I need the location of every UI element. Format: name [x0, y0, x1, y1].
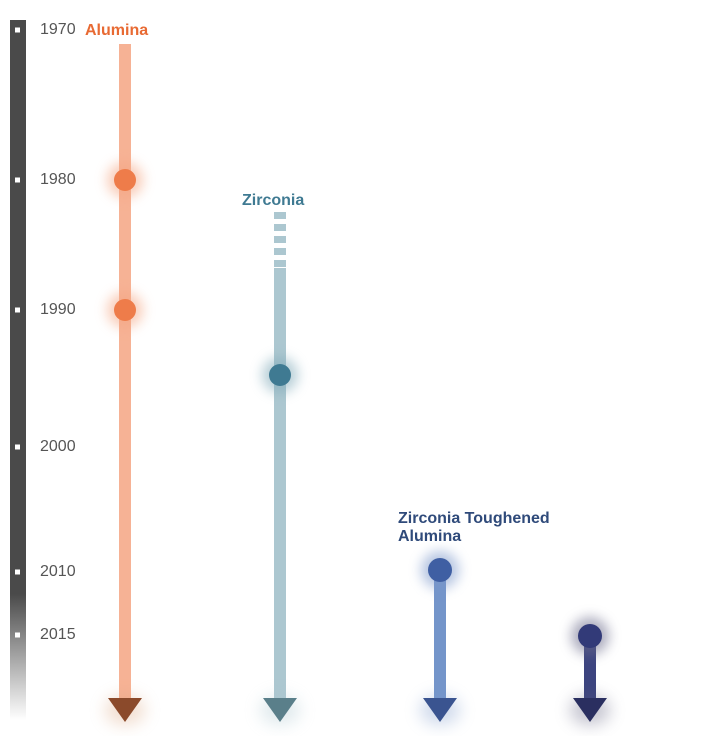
zirconia-dot: [269, 364, 291, 386]
zirconia-line: [274, 268, 286, 700]
year-tick: [15, 445, 20, 450]
zirconia-dash: [274, 224, 286, 231]
fourth-material-dot: [578, 624, 602, 648]
alumina-dot: [114, 299, 136, 321]
year-label: 1980: [40, 171, 76, 189]
zirconia-toughened-alumina-label: Zirconia Toughened Alumina: [398, 510, 550, 546]
zirconia-dash: [274, 248, 286, 255]
alumina-dot: [114, 169, 136, 191]
zirconia-dash: [274, 236, 286, 243]
zirconia-arrow-icon: [263, 698, 297, 722]
year-label: 1990: [40, 301, 76, 319]
alumina-arrow-icon: [108, 698, 142, 722]
alumina-line: [119, 44, 131, 700]
fourth-material-arrow-icon: [573, 698, 607, 722]
year-label: 2000: [40, 438, 76, 456]
year-tick: [15, 178, 20, 183]
year-label: 1970: [40, 21, 76, 39]
zirconia-dash: [274, 260, 286, 267]
zirconia-label: Zirconia: [242, 192, 304, 210]
zirconia-toughened-alumina-line: [434, 575, 446, 700]
zirconia-toughened-alumina-arrow-icon: [423, 698, 457, 722]
year-tick: [15, 308, 20, 313]
year-tick: [15, 570, 20, 575]
zirconia-dash: [274, 212, 286, 219]
year-label: 2010: [40, 563, 76, 581]
year-label: 2015: [40, 626, 76, 644]
zirconia-toughened-alumina-dot: [428, 558, 452, 582]
alumina-label: Alumina: [85, 22, 148, 40]
timeline-axis: [10, 20, 26, 720]
year-tick: [15, 633, 20, 638]
year-tick: [15, 28, 20, 33]
